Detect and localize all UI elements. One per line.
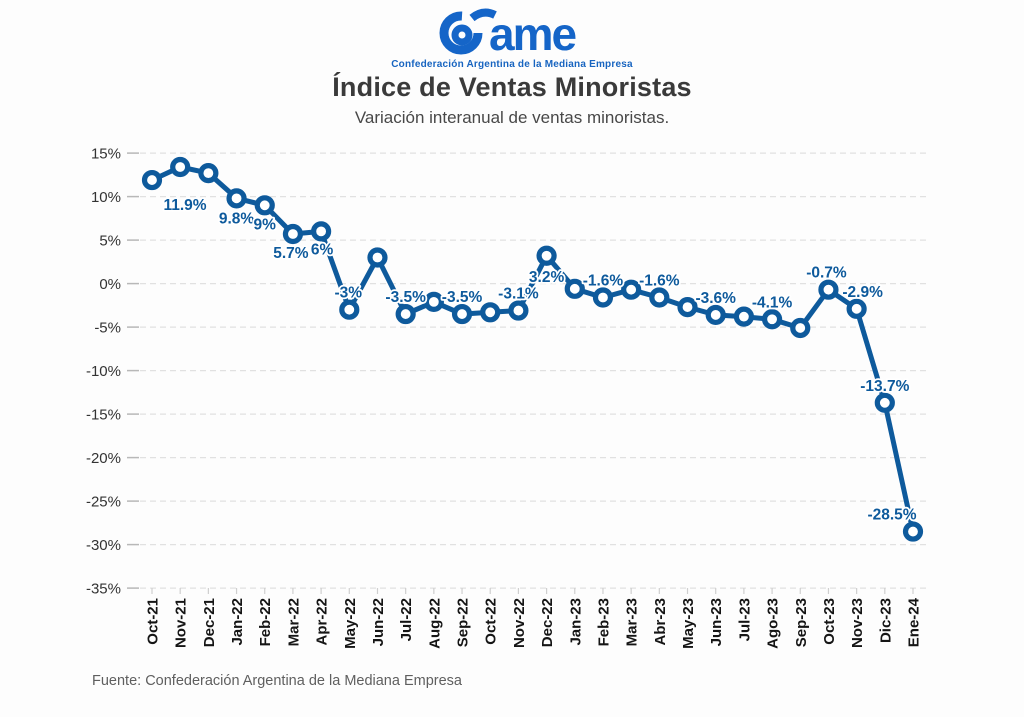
svg-text:-13.7%: -13.7% <box>860 378 909 395</box>
svg-text:Ene-24: Ene-24 <box>906 597 923 647</box>
svg-text:0%: 0% <box>99 276 121 293</box>
svg-text:Dic-23: Dic-23 <box>877 598 894 643</box>
svg-text:Mar-22: Mar-22 <box>285 598 302 646</box>
svg-text:5.7%: 5.7% <box>273 245 309 262</box>
svg-text:Sep-23: Sep-23 <box>793 598 810 647</box>
svg-text:Mar-23: Mar-23 <box>624 598 641 646</box>
svg-text:-28.5%: -28.5% <box>867 507 916 524</box>
svg-text:Feb-22: Feb-22 <box>257 598 274 646</box>
svg-text:Jan-22: Jan-22 <box>229 598 246 646</box>
svg-text:Jul-22: Jul-22 <box>398 598 415 641</box>
svg-text:-30%: -30% <box>86 537 121 554</box>
svg-text:Jan-23: Jan-23 <box>567 598 584 646</box>
logo-wordmark: ame <box>489 8 576 56</box>
svg-text:Abr-23: Abr-23 <box>652 598 669 646</box>
svg-text:9%: 9% <box>254 216 277 233</box>
svg-text:-25%: -25% <box>86 494 121 511</box>
svg-text:-3.5%: -3.5% <box>442 289 483 306</box>
svg-text:-3.1%: -3.1% <box>498 286 539 303</box>
svg-text:-4.1%: -4.1% <box>752 294 793 311</box>
logo-tagline: Confederación Argentina de la Mediana Em… <box>391 59 633 70</box>
svg-text:10%: 10% <box>91 189 121 206</box>
svg-text:Jun-22: Jun-22 <box>370 598 387 646</box>
svg-text:-35%: -35% <box>86 581 121 598</box>
svg-text:Sep-22: Sep-22 <box>455 598 472 647</box>
source-note: Fuente: Confederación Argentina de la Me… <box>92 673 462 689</box>
svg-text:-15%: -15% <box>86 407 121 424</box>
came-logo-icon: ame <box>439 8 578 56</box>
svg-text:Aug-22: Aug-22 <box>426 598 443 649</box>
logo-accent-stroke <box>469 8 497 22</box>
svg-text:5%: 5% <box>99 233 121 250</box>
svg-text:-2.9%: -2.9% <box>842 284 883 301</box>
svg-text:-3.6%: -3.6% <box>695 290 736 307</box>
chart-title: Índice de Ventas Minoristas <box>332 72 692 102</box>
svg-text:May-22: May-22 <box>342 598 359 649</box>
logo-inner-ring <box>451 24 473 46</box>
svg-text:May-23: May-23 <box>680 598 697 649</box>
svg-text:Ago-23: Ago-23 <box>765 598 782 649</box>
svg-text:Dec-22: Dec-22 <box>539 598 556 647</box>
svg-text:3.2%: 3.2% <box>529 269 565 286</box>
svg-text:Jul-23: Jul-23 <box>736 598 753 641</box>
svg-text:Jun-23: Jun-23 <box>708 598 725 646</box>
svg-text:Feb-23: Feb-23 <box>595 598 612 646</box>
svg-text:-1.6%: -1.6% <box>583 273 624 290</box>
svg-text:-3%: -3% <box>335 285 363 302</box>
svg-text:Oct-22: Oct-22 <box>483 598 500 645</box>
svg-text:Nov-21: Nov-21 <box>173 598 190 648</box>
svg-text:6%: 6% <box>311 241 334 258</box>
svg-text:Oct-21: Oct-21 <box>145 598 162 645</box>
svg-text:Nov-22: Nov-22 <box>511 598 528 648</box>
svg-text:-0.7%: -0.7% <box>806 265 847 282</box>
chart-subtitle: Variación interanual de ventas minorista… <box>354 108 670 127</box>
svg-text:-10%: -10% <box>86 363 121 380</box>
svg-text:-20%: -20% <box>86 450 121 467</box>
logo-c-ring <box>439 11 483 55</box>
svg-text:Dec-21: Dec-21 <box>201 598 218 647</box>
svg-text:-5%: -5% <box>94 320 121 337</box>
svg-text:9.8%: 9.8% <box>219 210 255 227</box>
svg-text:11.9%: 11.9% <box>163 197 206 214</box>
svg-text:Apr-22: Apr-22 <box>314 598 331 646</box>
svg-text:-3.5%: -3.5% <box>385 289 426 306</box>
svg-text:Oct-23: Oct-23 <box>821 598 838 645</box>
svg-text:Nov-23: Nov-23 <box>849 598 866 648</box>
svg-text:-1.6%: -1.6% <box>639 273 680 290</box>
came-logo: ame Confederación Argentina de la Median… <box>0 6 1024 70</box>
svg-text:15%: 15% <box>91 146 121 163</box>
